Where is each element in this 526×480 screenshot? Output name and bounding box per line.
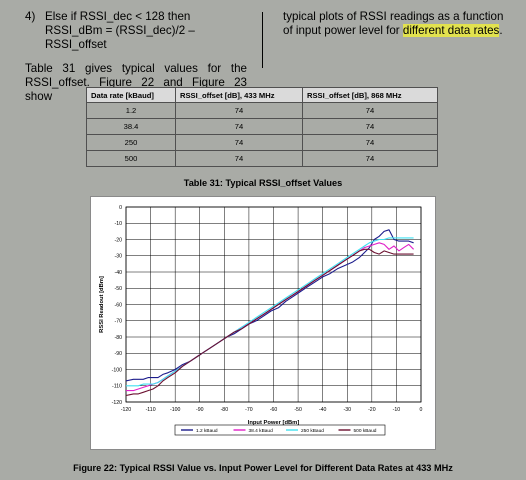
right-text-column: typical plots of RSSI readings as a func… [283,10,505,38]
x-tick-label: 0 [420,407,423,413]
y-tick-label: -100 [112,367,122,373]
x-tick-label: -120 [121,407,131,413]
x-tick-label: -80 [221,407,229,413]
table-cell: 74 [302,118,438,135]
table-cell: 74 [175,150,303,167]
rssi-offset-table: Data rate [kBaud] RSSI_offset [dB], 433 … [86,87,438,167]
chart-legend: 1.2 kBaud 38.4 kBaud 250 kBaud 500 kBaud [174,424,386,436]
table-caption: Table 31: Typical RSSI_offset Values [183,178,343,188]
x-tick-label: -60 [270,407,278,413]
chart-axes: -120 -110 -100 -90 -80 -70 -60 -50 -40 -30 -20 -10 0… [99,205,423,426]
y-axis-label: RSSI Readout [dBm] [99,276,105,333]
y-tick-label: -120 [112,400,122,406]
list-item-4: 4) Else if RSSI_dec < 128 then RSSI_dBm … [25,10,247,52]
y-tick-label: -70 [115,319,123,325]
highlighted-text[interactable]: different data rates [402,24,500,37]
x-tick-label: -70 [245,407,253,413]
table-row: 250 74 74 [86,134,438,151]
legend-label: 1.2 kBaud [196,428,218,434]
right-paragraph-text: typical plots of RSSI readings as a func… [283,10,504,37]
series-line-0 [125,229,414,382]
y-tick-label: -80 [115,335,123,341]
left-text-column: 4) Else if RSSI_dec < 128 then RSSI_dBm … [25,10,247,104]
legend-label: 250 kBaud [301,428,324,434]
table-header-cell: Data rate [kBaud] [86,87,176,103]
table-cell: 38.4 [86,118,176,135]
y-tick-label: -20 [115,237,123,243]
x-tick-label: -20 [368,407,376,413]
table-cell: 74 [175,134,303,151]
x-axis-label: Input Power [dBm] [248,420,300,426]
chart-container: -120 -110 -100 -90 -80 -70 -60 -50 -40 -30 -20 -10 0… [90,196,436,450]
table-row: 1.2 74 74 [86,102,438,119]
table-cell: 74 [175,118,303,135]
table-cell: 74 [175,102,303,119]
table-row: 500 74 74 [86,150,438,167]
table-intro-paragraph: Table 31 gives typical values for the RS… [25,62,247,103]
chart-grid [125,206,422,403]
table-cell: 250 [86,134,176,151]
right-paragraph-end: . [499,24,503,37]
table-cell: 74 [302,102,438,119]
x-tick-label: -10 [393,407,401,413]
table-cell: 500 [86,150,176,167]
y-tick-label: -30 [115,254,123,260]
table-header-cell: RSSI_offset [dB], 868 MHz [302,87,438,103]
x-tick-label: -90 [196,407,204,413]
column-divider [262,12,263,68]
x-tick-label: -100 [170,407,180,413]
x-tick-label: -110 [146,407,156,413]
legend-label: 500 kBaud [354,428,377,434]
series-line-2 [126,237,414,387]
y-tick-label: -50 [115,286,123,292]
table-cell: 74 [302,150,438,167]
table-header-cell: RSSI_offset [dB], 433 MHz [175,87,303,103]
table-cell: 1.2 [86,102,176,119]
x-tick-label: -30 [344,407,352,413]
table-row: 38.4 74 74 [86,118,438,135]
chart-series-group [125,229,414,397]
series-line-3 [125,248,414,397]
x-tick-label: -40 [319,407,327,413]
legend-label: 38.4 kBaud [249,428,274,434]
figure-caption: Figure 22: Typical RSSI Value vs. Input … [73,463,453,473]
y-tick-label: -110 [112,384,122,390]
y-tick-label: -60 [115,302,123,308]
y-tick-label: 0 [119,205,122,211]
y-tick-label: -90 [115,351,123,357]
rssi-chart: -120 -110 -100 -90 -80 -70 -60 -50 -40 -30 -20 -10 0… [99,205,423,436]
table-cell: 74 [302,134,438,151]
y-tick-label: -40 [115,270,123,276]
table-header-row: Data rate [kBaud] RSSI_offset [dB], 433 … [86,87,438,103]
legend-box [174,424,386,436]
list-item-number: 4) [25,10,36,23]
list-item-text: Else if RSSI_dec < 128 then RSSI_dBm = (… [45,10,195,51]
y-tick-label: -10 [115,221,123,227]
x-tick-label: -50 [294,407,302,413]
